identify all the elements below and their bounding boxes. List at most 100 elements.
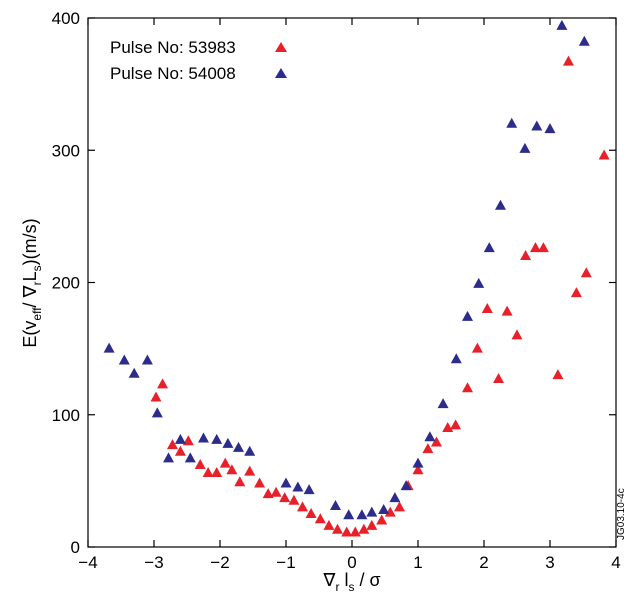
plot-frame: [87, 17, 617, 548]
legend-marker-53983: [275, 42, 287, 52]
data-point-series-1: [166, 439, 178, 450]
data-point-series-1: [598, 149, 610, 160]
data-point-series-1: [366, 519, 378, 530]
data-point-series-1: [493, 373, 505, 384]
data-point-series-1: [501, 305, 513, 316]
data-point-series-1: [279, 492, 291, 503]
data-point-series-1: [262, 488, 274, 499]
data-point-series-2: [531, 120, 543, 131]
data-point-series-1: [157, 378, 169, 389]
data-point-series-2: [578, 35, 590, 46]
data-point-series-2: [366, 506, 378, 517]
data-point-series-1: [254, 477, 266, 488]
y-tick-label: 400: [52, 9, 80, 28]
data-point-series-1: [529, 242, 541, 253]
x-axis-label: ∇r ls / σ: [322, 570, 380, 594]
axis-tick-labels: −4 −3 −2 −1 0 1 2 3 4 0 100 200 300 400: [52, 9, 621, 572]
data-point-series-1: [182, 435, 194, 446]
data-point-series-1: [331, 523, 343, 534]
data-point-series-2: [174, 433, 186, 444]
data-point-series-2: [118, 354, 130, 365]
data-point-series-1: [219, 457, 231, 468]
data-point-series-1: [562, 55, 574, 66]
x-tick-label: −4: [78, 553, 97, 572]
data-point-series-2: [141, 354, 153, 365]
data-point-series-1: [314, 513, 326, 524]
data-point-series-2: [356, 509, 368, 520]
data-point-series-1: [537, 242, 549, 253]
y-axis-label: E(veff/ ∇rLs)(m/s): [20, 218, 44, 347]
data-point-series-2: [544, 123, 556, 134]
data-point-series-1: [481, 302, 493, 313]
data-point-series-1: [430, 436, 442, 447]
data-point-series-2: [462, 310, 473, 321]
y-tick-label: 300: [52, 141, 80, 160]
data-point-series-1: [234, 476, 246, 487]
data-point-series-2: [330, 500, 341, 511]
data-point-series-2: [103, 342, 115, 353]
data-point-series-2: [556, 19, 568, 30]
data-point-series-2: [424, 431, 436, 442]
data-point-series-2: [232, 441, 244, 452]
data-point-series-1: [442, 421, 454, 432]
data-point-series-2: [473, 277, 485, 288]
x-tick-label: −1: [276, 553, 295, 572]
data-point-series-2: [184, 452, 196, 463]
legend: Pulse No: 53983 Pulse No: 54008: [110, 38, 287, 83]
data-point-series-2: [400, 480, 412, 491]
data-point-series-2: [198, 432, 209, 443]
data-point-series-2: [292, 481, 304, 492]
y-tick-label: 200: [52, 274, 80, 293]
data-point-series-1: [570, 287, 582, 298]
data-point-series-1: [174, 445, 186, 456]
data-point-series-2: [519, 142, 531, 153]
data-point-series-2: [128, 367, 140, 378]
data-point-series-2: [244, 445, 256, 456]
x-tick-label: −2: [210, 553, 229, 572]
data-point-series-2: [280, 477, 292, 488]
legend-label-53983: Pulse No: 53983: [110, 38, 236, 57]
data-point-series-1: [211, 466, 223, 477]
data-point-series-1: [422, 443, 434, 454]
data-point-series-1: [450, 419, 462, 430]
data-point-series-1: [244, 465, 256, 476]
data-point-series-2: [412, 457, 424, 468]
data-point-series-1: [297, 501, 308, 512]
x-tick-label: 2: [479, 553, 488, 572]
data-point-series-2: [450, 353, 462, 364]
x-tick-label: 4: [611, 553, 620, 572]
data-point-series-2: [389, 492, 401, 503]
legend-label-54008: Pulse No: 54008: [110, 64, 236, 83]
data-point-series-1: [270, 486, 282, 497]
figure-code: JG03.10-4c: [616, 488, 627, 540]
x-tick-label: 0: [347, 553, 356, 572]
data-point-series-2: [378, 503, 390, 514]
data-point-series-1: [384, 506, 396, 517]
data-point-series-2: [495, 199, 506, 210]
y-tick-label: 0: [71, 538, 80, 557]
x-tick-label: 1: [413, 553, 422, 572]
data-point-series-2: [163, 452, 175, 463]
data-point-series-1: [552, 369, 564, 380]
data-point-series-1: [323, 519, 335, 530]
data-point-series-1: [580, 267, 592, 278]
data-point-series-1: [288, 494, 300, 505]
data-point-series-1: [511, 329, 523, 340]
x-tick-label: −3: [144, 553, 163, 572]
data-point-series-1: [462, 382, 473, 393]
data-point-series-1: [341, 526, 353, 537]
y-tick-label: 100: [52, 406, 80, 425]
x-tick-label: 3: [545, 553, 554, 572]
data-point-series-2: [343, 509, 355, 520]
data-point-series-1: [305, 507, 317, 518]
data-point-series-2: [483, 242, 495, 253]
data-point-series-1: [471, 342, 483, 353]
data-point-series-1: [194, 459, 206, 470]
data-point-series-1: [150, 391, 162, 402]
data-point-series-1: [202, 466, 214, 477]
data-point-series-1: [349, 526, 361, 537]
data-point-series-2: [222, 437, 234, 448]
data-points: [103, 19, 610, 537]
data-point-series-2: [303, 484, 315, 495]
